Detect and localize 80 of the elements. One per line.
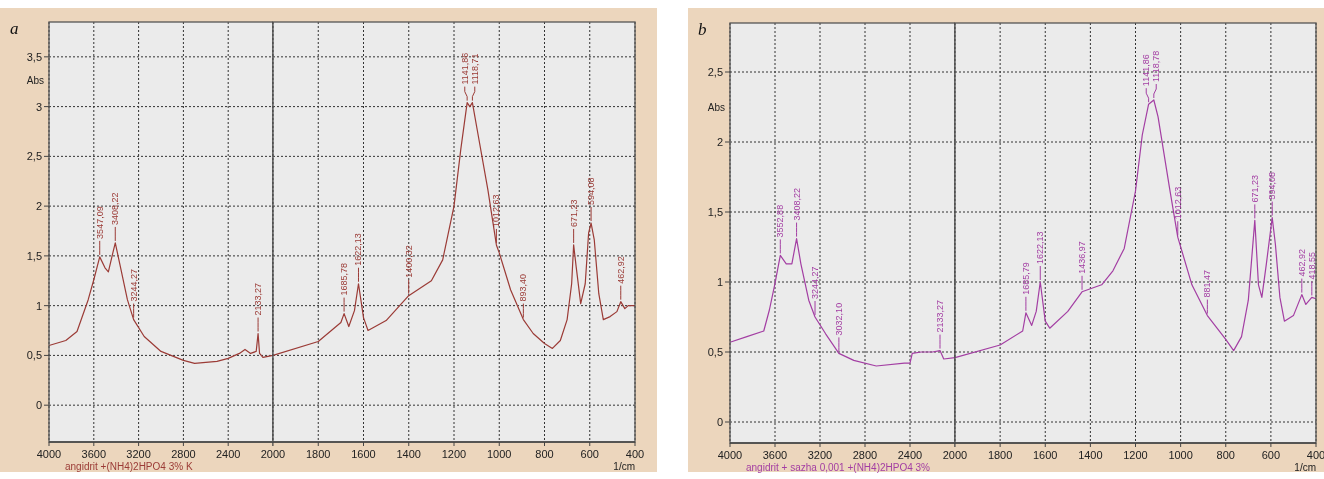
y-tick-label: 2,5	[26, 150, 42, 163]
x-tick-label: 2000	[260, 448, 286, 460]
annotation: 3547,09	[94, 206, 105, 239]
y-tick-label: 0	[716, 416, 723, 428]
x-tick-label: 2800	[852, 449, 878, 461]
x-tick-label: 400	[625, 448, 645, 460]
y-tick-label: 0	[35, 399, 42, 412]
annotation: 671,23	[568, 199, 579, 227]
y-tick-label: 2,5	[707, 66, 723, 78]
x-tick-label: 3200	[807, 449, 833, 461]
chart-title: b	[698, 20, 707, 39]
annotation: 594,08	[1267, 172, 1278, 200]
y-axis-title: Abs	[26, 75, 44, 87]
x-tick-label: 1400	[396, 448, 421, 460]
y-tick-label: 3,5	[26, 50, 42, 63]
x-tick-label: 3600	[81, 448, 107, 460]
annotation: 2133,27	[253, 282, 264, 316]
chart-title: a	[10, 19, 19, 38]
annotation: 1118,78	[1151, 50, 1162, 82]
y-tick-label: 1	[35, 299, 42, 312]
annotation: 418,55	[1306, 251, 1317, 280]
x-tick-label: 1600	[1033, 449, 1058, 461]
annotation: 3552,88	[775, 204, 786, 238]
annotation: 893,40	[518, 274, 529, 302]
y-tick-label: 1	[716, 276, 723, 288]
annotation: 1685,78	[339, 263, 350, 296]
x-tick-label: 600	[580, 448, 599, 460]
annotation: 594,08	[586, 177, 597, 206]
x-tick-label: 2800	[171, 448, 196, 460]
annotation: 1118,71	[469, 53, 480, 85]
x-tick-label: 1800	[987, 449, 1013, 461]
x-tick-label: 1200	[441, 448, 467, 460]
annotation: 1685,79	[1020, 262, 1031, 295]
y-tick-label: 3	[35, 100, 42, 113]
annotation: 3408,22	[791, 188, 802, 221]
x-tick-label: 1400	[1078, 449, 1103, 461]
y-tick-label: 2	[35, 200, 42, 213]
x-axis-title: 1/cm	[1294, 462, 1316, 473]
annotation: 3408,22	[110, 192, 121, 225]
y-tick-label: 1,5	[26, 249, 42, 262]
x-tick-label: 800	[1216, 449, 1235, 461]
annotation: 3244,27	[810, 266, 821, 299]
annotation: 1436,97	[1077, 241, 1088, 274]
y-axis-title: Abs	[707, 101, 725, 113]
annotation: 2133,27	[935, 300, 946, 333]
x-tick-label: 1000	[1168, 449, 1193, 461]
x-tick-label: 3200	[126, 448, 151, 460]
x-tick-label: 800	[535, 448, 554, 460]
annotation: 1400,32	[403, 245, 414, 278]
annotation: 1622,13	[353, 233, 364, 266]
y-tick-label: 0,5	[26, 349, 42, 362]
x-tick-label: 1800	[306, 448, 331, 460]
annotation: 3244,27	[128, 269, 139, 302]
x-tick-label: 1000	[487, 448, 512, 460]
annotation: 1622,13	[1035, 231, 1046, 264]
annotation: 1141,86	[1141, 54, 1152, 87]
x-tick-label: 2400	[897, 449, 923, 461]
x-tick-label: 1600	[351, 448, 376, 460]
y-tick-label: 0,5	[707, 346, 723, 358]
annotation: 462,92	[1296, 249, 1307, 277]
y-tick-label: 2	[716, 136, 723, 148]
x-axis-title: 1/cm	[613, 461, 635, 472]
x-tick-label: 4000	[717, 449, 743, 461]
annotation: 1012,63	[1172, 186, 1183, 220]
y-tick-label: 1,5	[707, 206, 723, 218]
annotation: 671,23	[1249, 174, 1260, 203]
x-tick-label: 1200	[1123, 449, 1148, 461]
x-tick-label: 400	[1306, 449, 1324, 461]
annotation: 1012,63	[491, 194, 502, 227]
x-tick-label: 2000	[942, 449, 968, 461]
x-tick-label: 4000	[36, 448, 62, 460]
annotation: 3032,10	[833, 302, 844, 336]
annotation: 1141,86	[459, 52, 470, 85]
annotation: 881,47	[1202, 270, 1213, 298]
x-tick-label: 2400	[215, 448, 241, 460]
x-tick-label: 3600	[762, 449, 788, 461]
text: angidrit +(NH4)2HPO4 3% K	[65, 461, 193, 472]
x-tick-label: 600	[1261, 449, 1281, 461]
text: angidrit + sazha 0,001 +(NH4)2HPO4 3%	[746, 462, 931, 473]
annotation: 462,92	[615, 256, 626, 284]
